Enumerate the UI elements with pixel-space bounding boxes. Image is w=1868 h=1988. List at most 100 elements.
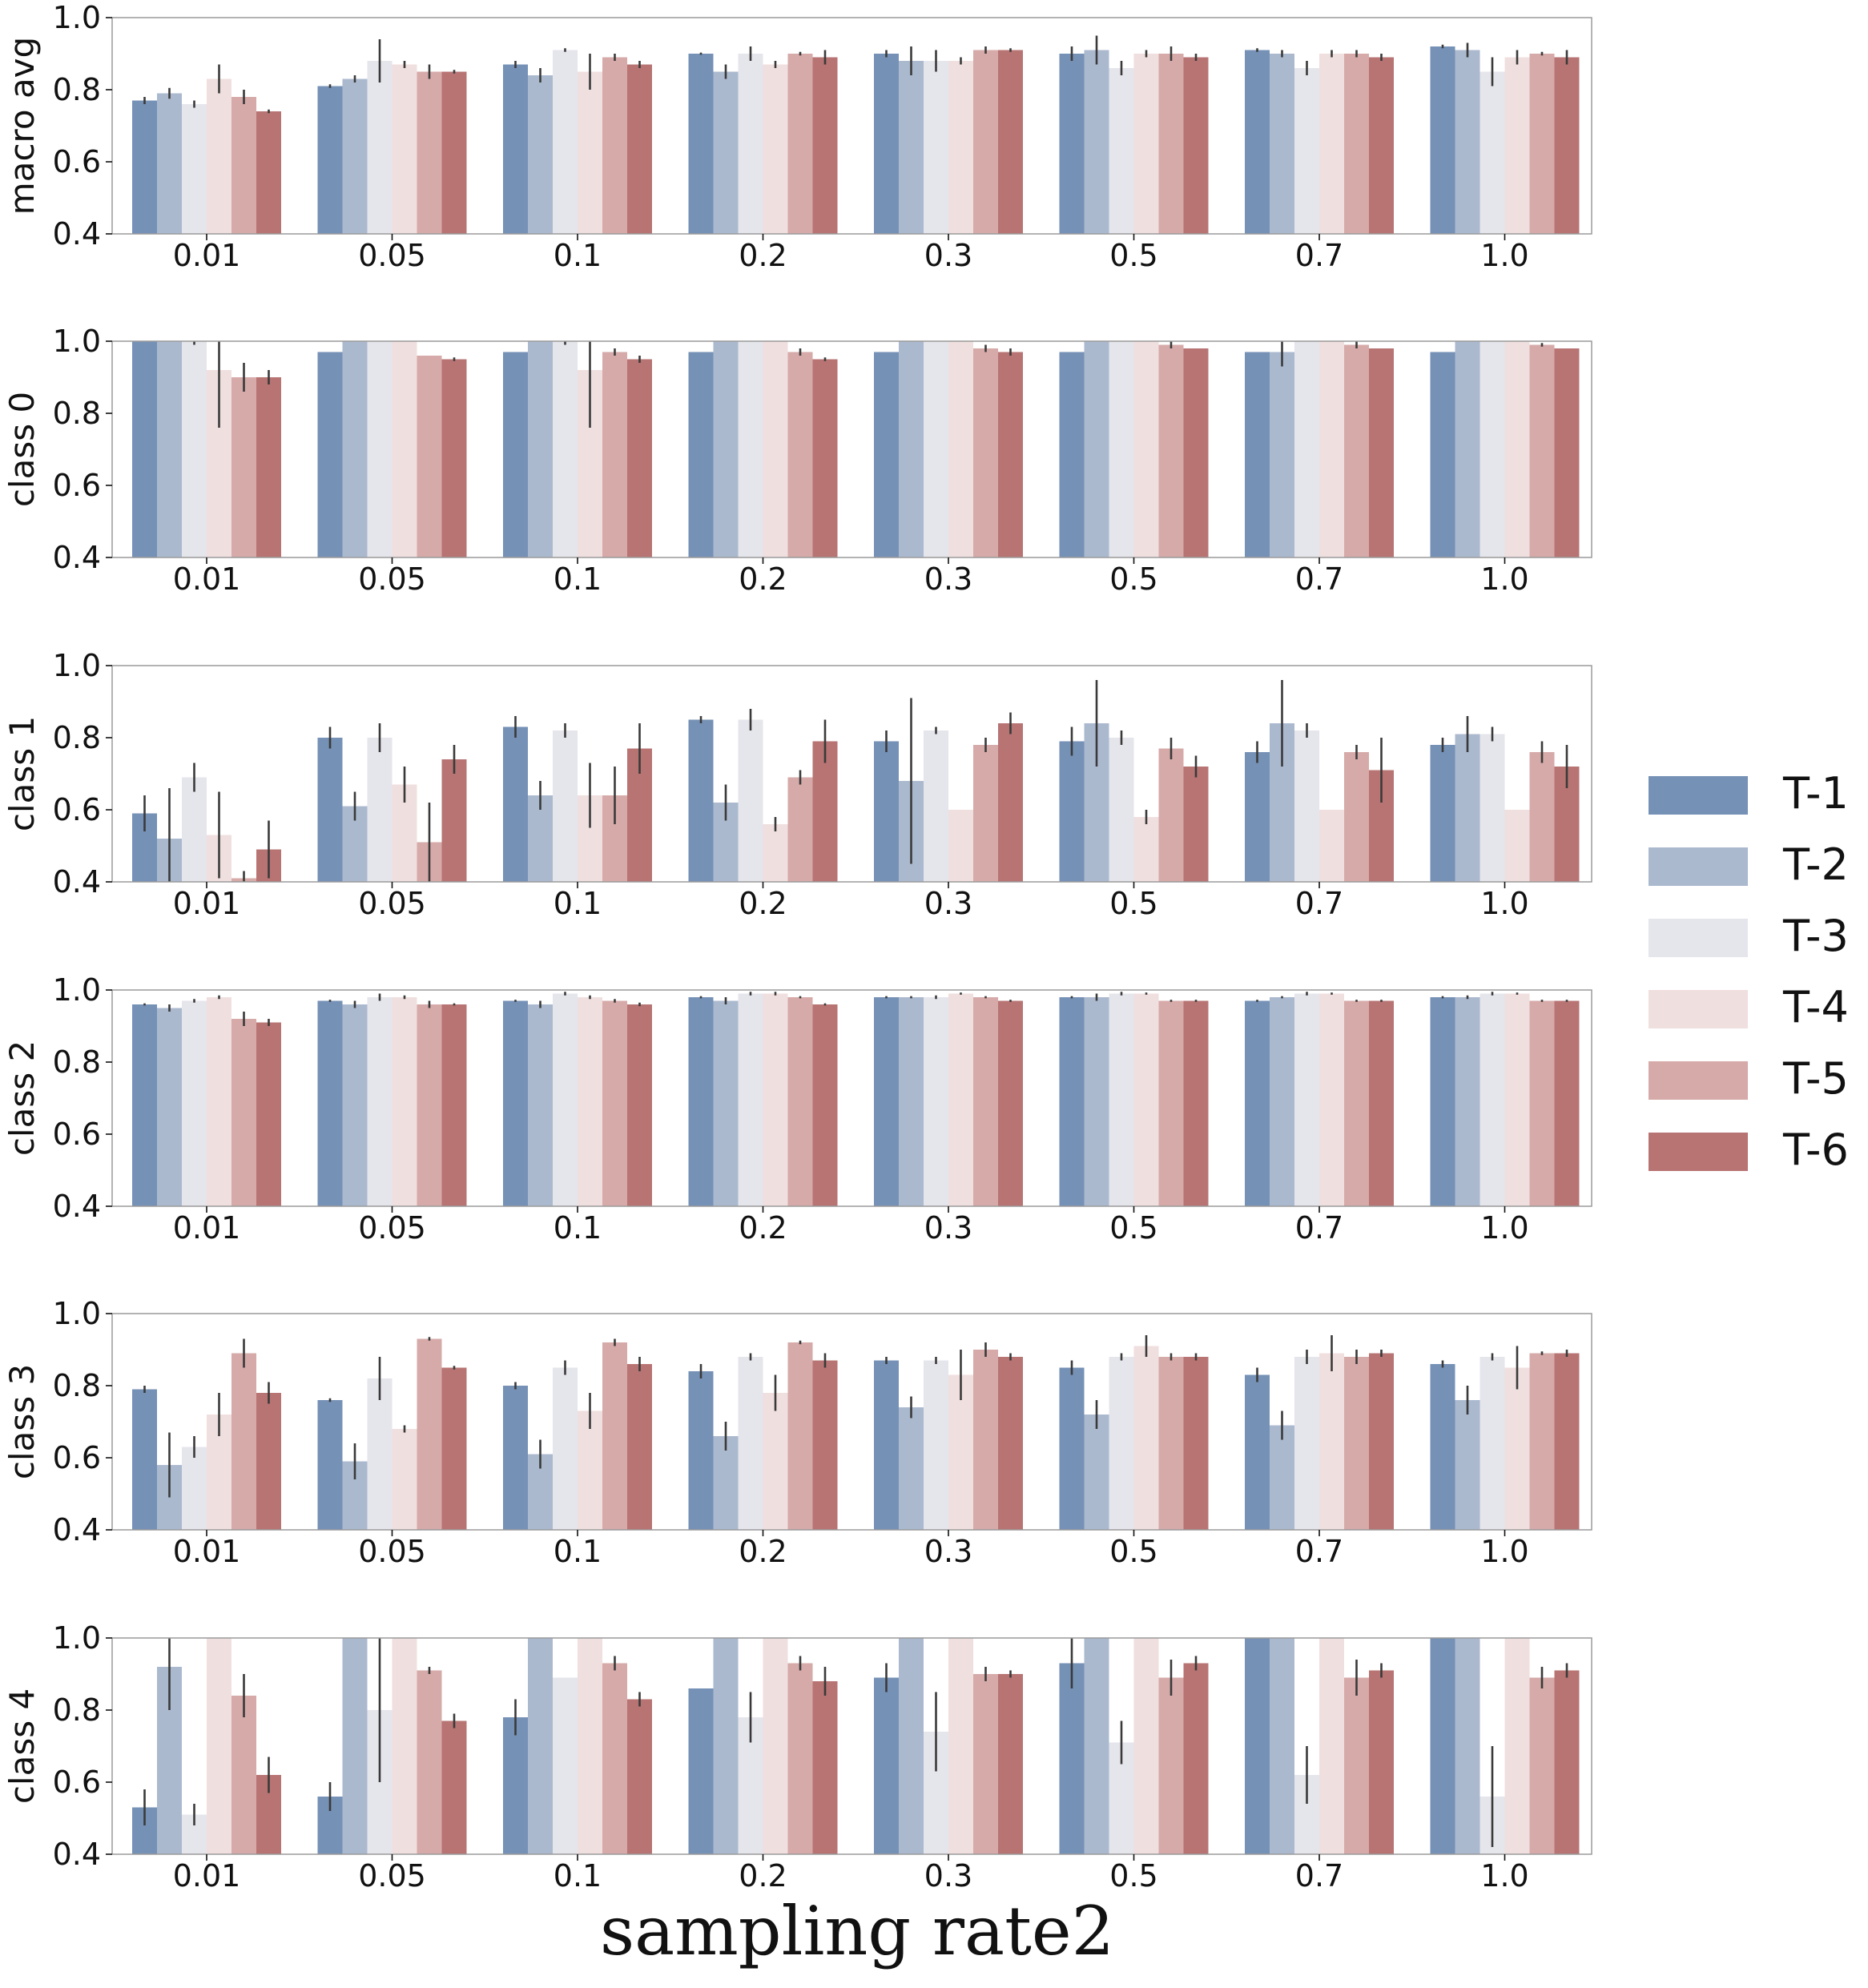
bar-t-3-0.01: [182, 1000, 207, 1206]
bar-t-6-0.01: [256, 111, 281, 234]
bar-t-4-1.0: [1504, 1367, 1530, 1530]
bar-t-1-0.2: [688, 1688, 714, 1854]
plot-frame: [111, 665, 1592, 883]
x-tick-label: 0.05: [358, 238, 426, 273]
bar-t-4-1.0: [1504, 810, 1530, 882]
bar-t-4-0.7: [1319, 341, 1344, 557]
bar-t-2-0.3: [899, 1407, 924, 1530]
bar-t-1-0.2: [688, 1371, 714, 1530]
bar-t-5-0.05: [417, 1338, 442, 1530]
bar-t-5-0.7: [1344, 752, 1369, 882]
bar-t-3-0.3: [924, 61, 948, 234]
x-tick-label: 0.01: [173, 1534, 241, 1569]
bar-t-1-0.3: [874, 741, 899, 882]
bar-t-6-1.0: [1554, 1000, 1580, 1206]
y-tick-label: 0.8: [53, 1692, 101, 1728]
bar-t-2-1.0: [1455, 1638, 1480, 1854]
legend-swatch-t-5: [1649, 1061, 1748, 1100]
bar-t-2-0.5: [1084, 997, 1109, 1206]
bar-t-5-0.5: [1158, 1000, 1184, 1206]
bar-t-5-1.0: [1529, 1677, 1555, 1854]
legend: T-1 T-2 T-3 T-4 T-5 T-6: [1649, 768, 1849, 1175]
bar-t-1-1.0: [1430, 745, 1455, 882]
bar-t-6-0.2: [812, 57, 838, 234]
x-tick-label: 0.7: [1295, 1858, 1343, 1893]
bar-t-3-0.3: [924, 341, 948, 557]
bar-t-4-0.5: [1133, 1346, 1159, 1530]
x-axis-title: sampling rate2: [600, 1892, 1114, 1970]
plot-frame: [111, 1313, 1592, 1531]
legend-label-t-2: T-2: [1782, 839, 1849, 890]
x-tick-label: 0.1: [554, 1210, 602, 1246]
bar-t-3-0.01: [182, 777, 207, 882]
bar-t-4-0.05: [392, 64, 417, 234]
bar-t-5-0.3: [973, 1674, 998, 1854]
bar-t-1-0.5: [1059, 997, 1085, 1206]
bar-t-4-0.1: [578, 1638, 602, 1854]
bar-t-5-0.3: [973, 50, 998, 234]
bar-t-6-0.3: [998, 1357, 1023, 1530]
bar-t-5-0.5: [1158, 1677, 1184, 1854]
bar-t-6-0.01: [256, 377, 281, 557]
bar-t-6-0.2: [812, 1004, 838, 1206]
bar-t-5-0.2: [787, 1663, 813, 1854]
bar-t-5-0.7: [1344, 1357, 1369, 1530]
bar-t-1-1.0: [1430, 46, 1455, 234]
bar-t-1-0.3: [874, 1360, 899, 1530]
x-tick-label: 0.5: [1109, 561, 1157, 597]
bar-t-1-0.2: [688, 352, 714, 557]
legend-swatch-t-1: [1649, 776, 1748, 815]
bar-t-3-0.3: [924, 1360, 948, 1530]
bar-t-5-0.5: [1158, 1357, 1184, 1530]
bar-t-1-0.05: [317, 1000, 343, 1206]
bar-t-4-0.01: [207, 997, 231, 1206]
bar-t-3-0.7: [1294, 730, 1319, 882]
bar-t-1-0.5: [1059, 1367, 1085, 1530]
bar-t-5-0.1: [602, 352, 627, 557]
y-tick-label: 1.0: [53, 324, 101, 359]
bar-t-1-0.5: [1059, 1663, 1085, 1854]
bar-t-5-0.3: [973, 348, 998, 557]
plot-frame: [111, 989, 1592, 1207]
bar-t-2-0.5: [1084, 1415, 1109, 1530]
bar-t-3-1.0: [1480, 71, 1505, 234]
bar-t-5-1.0: [1529, 752, 1555, 882]
x-tick-label: 0.05: [358, 886, 426, 921]
bar-t-3-0.05: [367, 738, 393, 882]
bar-t-1-0.1: [503, 726, 528, 882]
bar-t-2-0.1: [528, 341, 553, 557]
bar-t-4-0.2: [763, 1393, 788, 1530]
y-tick-label: 0.8: [53, 1368, 101, 1403]
bar-t-6-0.5: [1183, 57, 1209, 234]
bar-t-4-0.05: [392, 341, 417, 557]
panel-6: 0.4 0.6 0.8 1.0 0.01 0.05 0.1 0.2 0.3 0.5 0.7 1.0 cl…: [2, 1620, 1592, 1893]
bar-t-4-0.5: [1133, 817, 1159, 882]
x-tick-label: 0.01: [173, 886, 241, 921]
legend-label-t-6: T-6: [1782, 1125, 1849, 1175]
bar-t-2-0.05: [342, 78, 368, 234]
bar-t-6-1.0: [1554, 57, 1580, 234]
bar-t-4-0.2: [763, 824, 788, 882]
bar-t-1-0.3: [874, 352, 899, 557]
y-axis-title: class 4: [2, 1688, 42, 1804]
bar-t-2-0.3: [899, 61, 924, 234]
x-tick-label: 0.5: [1109, 886, 1157, 921]
y-tick-label: 0.8: [53, 72, 101, 107]
y-tick-label: 0.8: [53, 396, 101, 431]
bar-t-1-0.2: [688, 54, 714, 234]
legend-label-t-5: T-5: [1782, 1053, 1849, 1104]
bar-t-1-0.5: [1059, 54, 1085, 234]
bar-t-3-0.3: [924, 997, 948, 1206]
x-tick-label: 0.5: [1109, 1534, 1157, 1569]
bar-t-3-0.7: [1294, 1357, 1319, 1530]
bar-t-4-0.01: [207, 1638, 231, 1854]
bar-t-6-0.3: [998, 1000, 1023, 1206]
y-tick-label: 1.0: [53, 0, 101, 35]
bar-t-4-0.5: [1133, 341, 1159, 557]
bar-t-1-0.3: [874, 997, 899, 1206]
bar-t-6-0.7: [1369, 1353, 1394, 1530]
y-tick-label: 0.4: [53, 216, 101, 252]
chart-panels: 0.4 0.6 0.8 1.0 0.01 0.05 0.1 0.2 0.3 0.5 0.7 1.0 ma…: [2, 0, 1592, 1893]
bar-t-6-0.5: [1183, 1663, 1209, 1854]
x-tick-label: 0.1: [554, 1858, 602, 1893]
